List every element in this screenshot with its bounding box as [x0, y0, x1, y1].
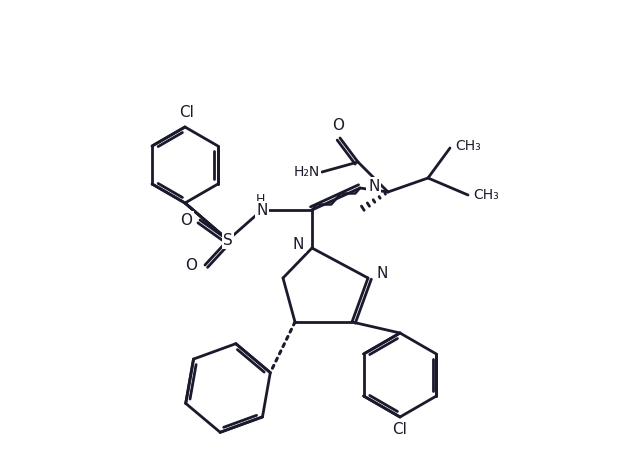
Text: O: O: [180, 212, 192, 227]
Text: O: O: [332, 118, 344, 133]
Text: N: N: [376, 266, 387, 282]
Text: H₂N: H₂N: [294, 165, 320, 179]
Text: S: S: [223, 233, 233, 248]
Text: Cl: Cl: [180, 104, 195, 119]
Text: H: H: [255, 193, 265, 206]
Text: N: N: [368, 179, 380, 194]
Text: N: N: [292, 236, 304, 251]
Text: CH₃: CH₃: [473, 188, 499, 202]
Text: N: N: [256, 203, 268, 218]
Text: Cl: Cl: [392, 422, 408, 437]
Text: O: O: [185, 258, 197, 273]
Text: CH₃: CH₃: [455, 139, 481, 153]
